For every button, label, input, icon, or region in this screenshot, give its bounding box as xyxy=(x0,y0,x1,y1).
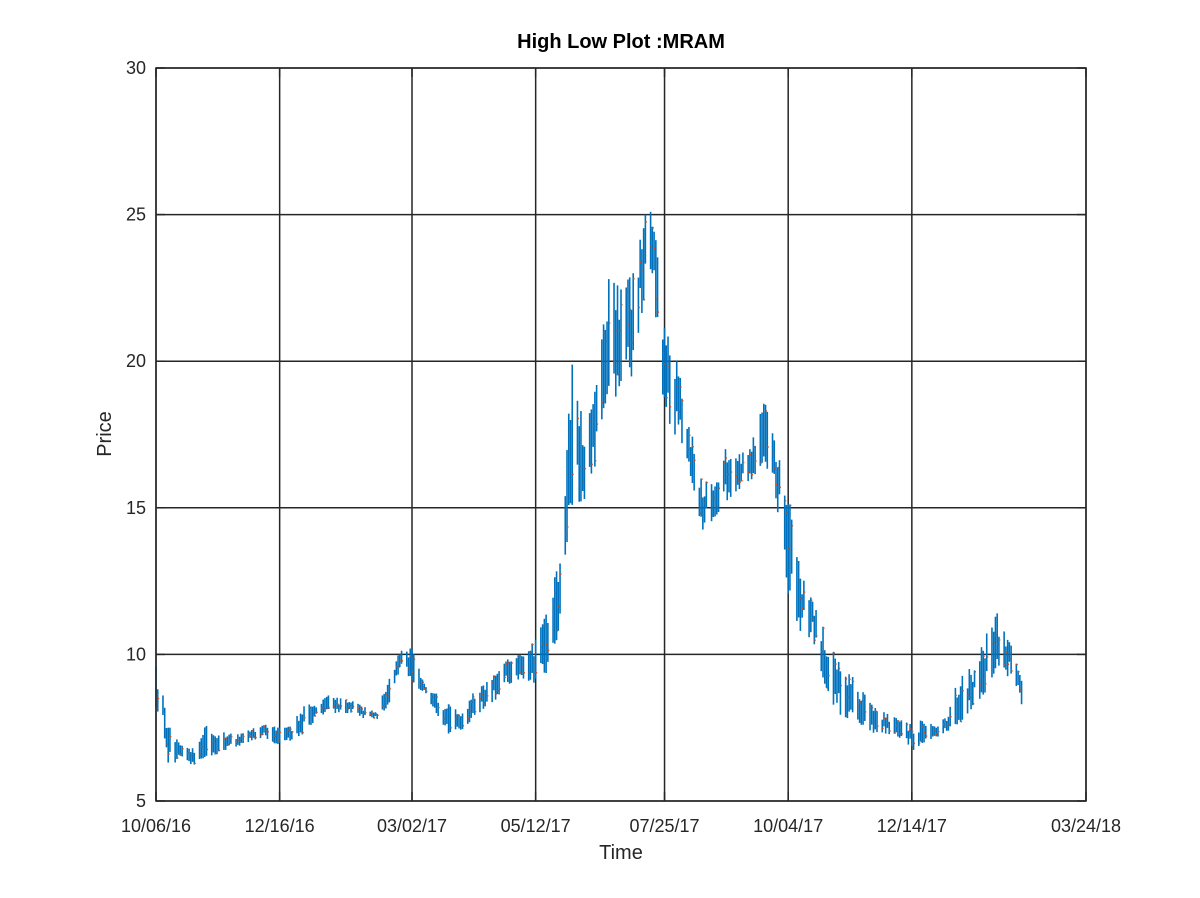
x-tick-label: 12/14/17 xyxy=(877,816,947,836)
x-tick-label: 03/02/17 xyxy=(377,816,447,836)
axes-box xyxy=(155,67,1087,802)
high-low-bars xyxy=(155,211,1023,765)
x-tick-label: 12/16/16 xyxy=(245,816,315,836)
x-tick-label: 10/06/16 xyxy=(121,816,191,836)
x-tick-label: 10/04/17 xyxy=(753,816,823,836)
y-axis-label: Price xyxy=(94,411,116,457)
y-tick-label: 25 xyxy=(126,205,146,225)
y-tick-label: 30 xyxy=(126,58,146,78)
x-tick-label: 07/25/17 xyxy=(630,816,700,836)
y-tick-label: 5 xyxy=(136,791,146,811)
x-tick-labels: 10/06/16 12/16/16 03/02/17 05/12/17 07/25/17… xyxy=(121,816,1121,836)
x-tick-label: 03/24/18 xyxy=(1051,816,1121,836)
x-axis-label: Time xyxy=(599,842,643,864)
chart-title: High Low Plot :MRAM xyxy=(517,31,725,53)
y-tick-label: 15 xyxy=(126,498,146,518)
y-tick-label: 20 xyxy=(126,351,146,371)
tick-marks xyxy=(155,67,1087,802)
y-tick-label: 10 xyxy=(126,644,146,664)
y-tick-labels: 5 10 15 20 25 30 xyxy=(126,58,146,811)
plot-area xyxy=(156,68,1086,801)
x-tick-label: 05/12/17 xyxy=(501,816,571,836)
